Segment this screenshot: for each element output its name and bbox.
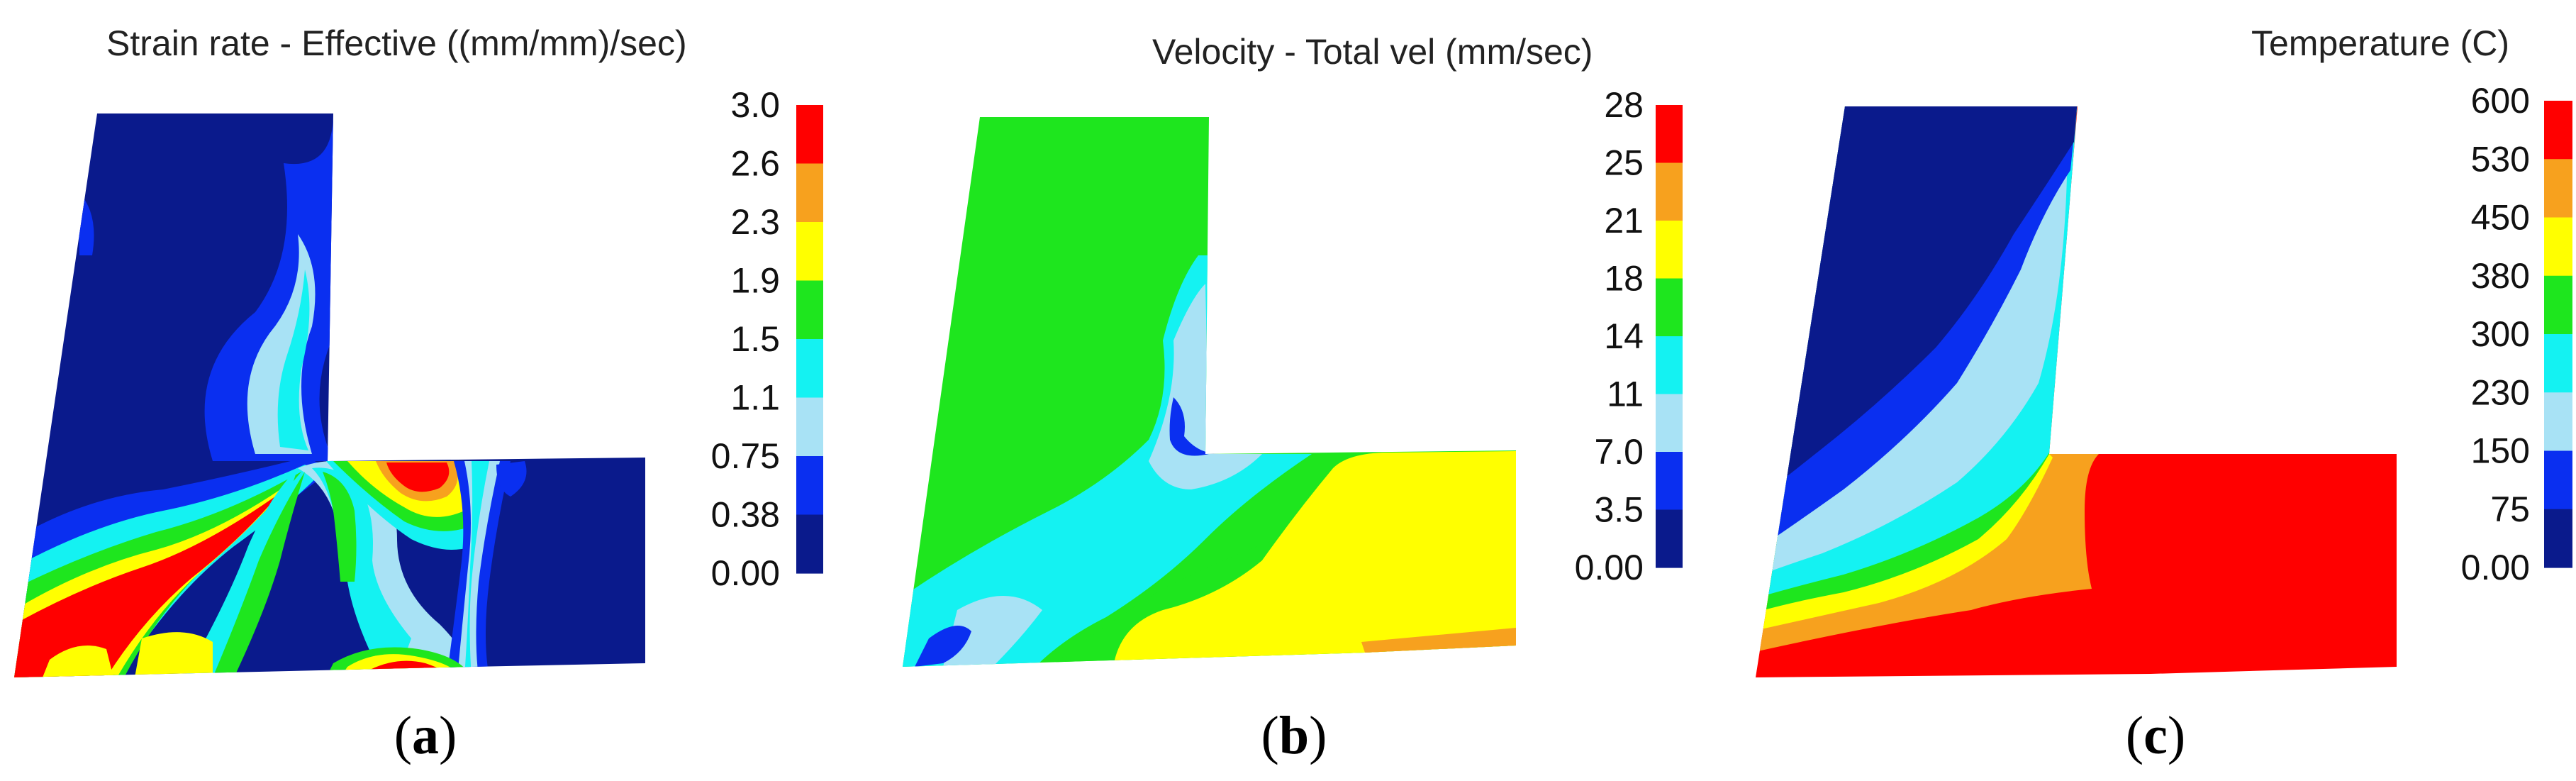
legend-band — [2544, 275, 2572, 335]
legend-tick-label: 2.6 — [730, 144, 780, 184]
legend-band — [796, 397, 823, 457]
legend-band — [2544, 159, 2572, 218]
panel-c: Temperature (C) — [1756, 23, 2572, 765]
legend-band — [1656, 509, 1683, 568]
panel-c-caption: (c) — [2126, 706, 2185, 765]
legend-band — [796, 514, 823, 574]
legend-band — [2544, 392, 2572, 452]
panel-b-caption: (b) — [1261, 706, 1327, 765]
legend-tick-label: 1.1 — [730, 378, 780, 418]
legend-band — [1656, 452, 1683, 511]
legend-band — [796, 339, 823, 399]
legend-tick-label: 530 — [2471, 139, 2530, 179]
legend-band — [1656, 278, 1683, 337]
panel-b: Velocity - Total vel (mm/sec) — [903, 32, 1683, 765]
panel-c-contour — [1756, 106, 2397, 677]
legend-tick-label: 600 — [2471, 81, 2530, 121]
legend-band — [2544, 101, 2572, 160]
legend-tick-label: 25 — [1604, 143, 1644, 183]
legend-tick-label: 0.00 — [711, 553, 780, 593]
panel-a-title: Strain rate - Effective ((mm/mm)/sec) — [106, 23, 687, 63]
legend-tick-label: 7.0 — [1594, 432, 1644, 472]
legend-band — [1656, 336, 1683, 395]
legend-tick-label: 0.38 — [711, 495, 780, 535]
panel-a: Strain rate - Effective ((mm/mm)/sec) — [14, 23, 823, 765]
legend-tick-label: 230 — [2471, 372, 2530, 412]
legend-tick-label: 21 — [1604, 201, 1644, 240]
panel-b-colorbar — [1656, 105, 1683, 568]
legend-band — [796, 163, 823, 223]
legend-tick-label: 3.5 — [1594, 490, 1644, 530]
legend-tick-label: 18 — [1604, 259, 1644, 299]
panel-a-contour — [14, 113, 645, 677]
panel-b-title: Velocity - Total vel (mm/sec) — [1152, 32, 1593, 72]
panel-b-legend: 28 25 21 18 14 11 7.0 3.5 0.00 — [1575, 85, 1683, 587]
legend-tick-label: 450 — [2471, 198, 2530, 238]
legend-tick-label: 1.9 — [730, 261, 780, 301]
legend-band — [1656, 394, 1683, 453]
panel-a-legend: 3.0 2.6 2.3 1.9 1.5 1.1 0.75 0.38 0.00 — [711, 85, 823, 593]
legend-band — [796, 456, 823, 516]
legend-tick-label: 1.5 — [730, 319, 780, 359]
panel-a-tick-labels: 3.0 2.6 2.3 1.9 1.5 1.1 0.75 0.38 0.00 — [711, 85, 780, 593]
legend-band — [2544, 450, 2572, 510]
panel-c-colorbar — [2544, 101, 2572, 568]
legend-band — [796, 105, 823, 165]
legend-tick-label: 75 — [2490, 489, 2530, 529]
panel-c-legend: 600 530 450 380 300 230 150 75 0.00 — [2461, 81, 2572, 587]
legend-tick-label: 380 — [2471, 256, 2530, 296]
legend-tick-label: 28 — [1604, 85, 1644, 125]
legend-tick-label: 3.0 — [730, 85, 780, 125]
panel-a-caption-letter: a — [412, 706, 439, 765]
legend-band — [2544, 217, 2572, 277]
legend-band — [2544, 334, 2572, 393]
legend-band — [1656, 105, 1683, 164]
legend-tick-label: 0.00 — [2461, 548, 2530, 587]
panel-b-caption-letter: b — [1279, 706, 1309, 765]
legend-tick-label: 300 — [2471, 314, 2530, 354]
panel-a-colorbar — [796, 105, 823, 574]
legend-band — [1656, 162, 1683, 221]
legend-tick-label: 150 — [2471, 431, 2530, 471]
panel-a-caption: (a) — [394, 706, 457, 765]
legend-band — [2544, 509, 2572, 568]
legend-tick-label: 0.75 — [711, 436, 780, 476]
legend-band — [796, 222, 823, 282]
legend-tick-label: 14 — [1604, 316, 1644, 356]
panel-c-tick-labels: 600 530 450 380 300 230 150 75 0.00 — [2461, 81, 2530, 587]
panel-c-title: Temperature (C) — [2251, 23, 2509, 63]
legend-tick-label: 0.00 — [1575, 548, 1644, 587]
panel-b-tick-labels: 28 25 21 18 14 11 7.0 3.5 0.00 — [1575, 85, 1644, 587]
panel-c-caption-letter: c — [2143, 706, 2168, 765]
legend-band — [1656, 221, 1683, 279]
legend-band — [796, 280, 823, 340]
panel-b-contour — [903, 117, 1516, 667]
legend-tick-label: 11 — [1607, 375, 1644, 414]
legend-tick-label: 2.3 — [730, 202, 780, 242]
